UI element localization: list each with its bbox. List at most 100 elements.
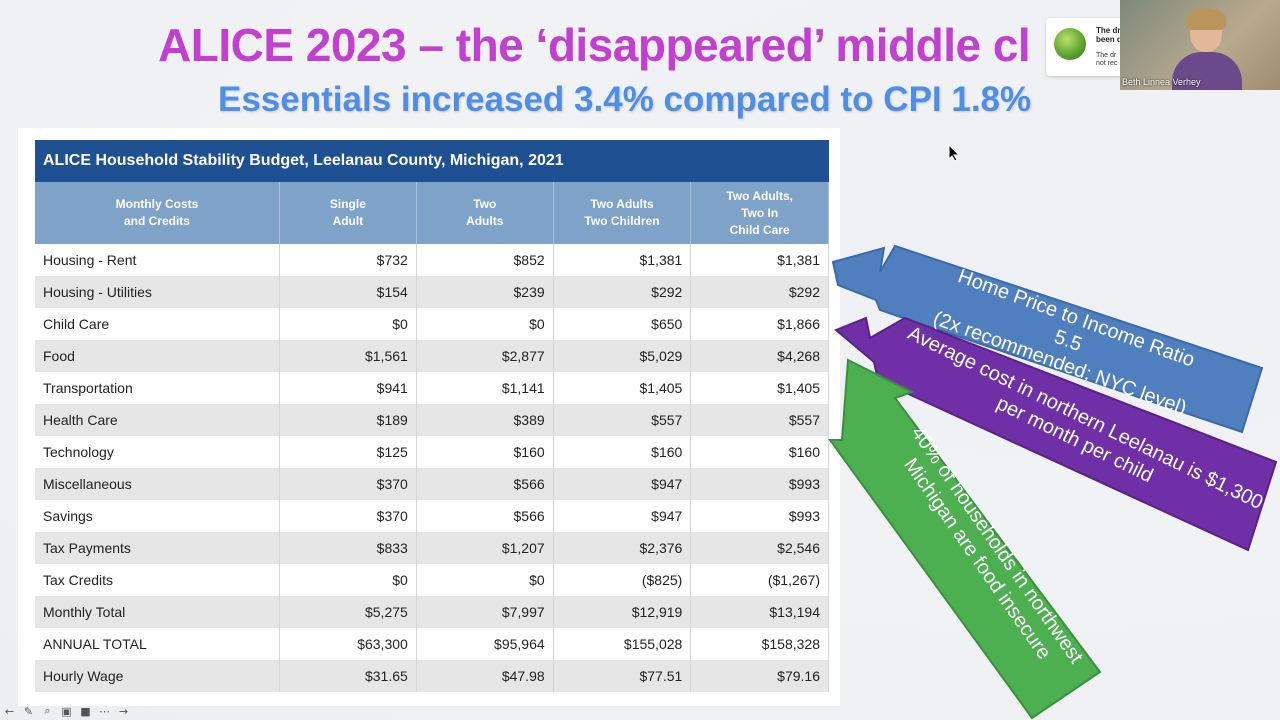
video-icon[interactable]: ■ xyxy=(80,704,91,718)
more-icon[interactable]: ⋯ xyxy=(99,704,110,718)
participant-video[interactable]: Beth Linnea Verhey xyxy=(1120,0,1280,90)
row-value: $155,028 xyxy=(553,628,692,660)
row-value: $370 xyxy=(279,468,417,500)
row-value: $370 xyxy=(279,500,417,532)
row-value: $7,997 xyxy=(416,596,554,628)
row-value: $566 xyxy=(416,500,554,532)
row-value: $13,194 xyxy=(690,596,829,628)
row-value: $1,405 xyxy=(690,372,829,404)
table-row: Child Care $0 $0 $650 $1,866 xyxy=(35,308,829,340)
row-label: Housing - Rent xyxy=(35,244,280,276)
table-row: Health Care $189 $389 $557 $557 xyxy=(35,404,829,436)
row-label: Food xyxy=(35,340,280,372)
back-icon[interactable]: ← xyxy=(4,704,15,718)
row-label: Health Care xyxy=(35,404,280,436)
row-value: $1,405 xyxy=(553,372,692,404)
header-two-adults-child-care: Two Adults, Two In Child Care xyxy=(690,182,829,244)
row-value: $31.65 xyxy=(279,660,417,692)
row-value: $12,919 xyxy=(553,596,692,628)
row-value: $1,381 xyxy=(553,244,692,276)
row-value: $0 xyxy=(279,308,417,340)
row-value: $389 xyxy=(416,404,554,436)
zoom-icon[interactable]: ⌕ xyxy=(44,704,51,717)
notification-line1: The dr been d xyxy=(1096,26,1122,44)
row-value: $1,141 xyxy=(416,372,554,404)
row-value: $993 xyxy=(690,500,829,532)
row-value: $160 xyxy=(690,436,829,468)
header-monthly-costs: Monthly Costs and Credits xyxy=(35,182,280,244)
notification-logo-icon xyxy=(1054,28,1086,60)
row-label: Transportation xyxy=(35,372,280,404)
row-value: $158,328 xyxy=(690,628,829,660)
row-value: $1,866 xyxy=(690,308,829,340)
row-value: $1,561 xyxy=(279,340,417,372)
table-row: Housing - Utilities $154 $239 $292 $292 xyxy=(35,276,829,308)
row-value: $941 xyxy=(279,372,417,404)
row-value: ($825) xyxy=(553,564,692,596)
row-value: $95,964 xyxy=(416,628,554,660)
table-row: ANNUAL TOTAL $63,300 $95,964 $155,028 $158,3… xyxy=(35,628,829,660)
row-value: $557 xyxy=(553,404,692,436)
row-value: $566 xyxy=(416,468,554,500)
row-value: $239 xyxy=(416,276,554,308)
row-value: $292 xyxy=(690,276,829,308)
table-row: Tax Credits $0 $0 ($825) ($1,267) xyxy=(35,564,829,596)
row-value: $2,546 xyxy=(690,532,829,564)
row-label: Child Care xyxy=(35,308,280,340)
row-value: $5,029 xyxy=(553,340,692,372)
row-value: $833 xyxy=(279,532,417,564)
row-value: $947 xyxy=(553,500,692,532)
table-row: Hourly Wage $31.65 $47.98 $77.51 $79.16 xyxy=(35,660,829,692)
row-value: $160 xyxy=(553,436,692,468)
row-value: $650 xyxy=(553,308,692,340)
row-value: ($1,267) xyxy=(690,564,829,596)
row-value: $292 xyxy=(553,276,692,308)
row-value: $154 xyxy=(279,276,417,308)
row-label: Savings xyxy=(35,500,280,532)
captions-icon[interactable]: ▣ xyxy=(61,704,72,718)
row-value: $993 xyxy=(690,468,829,500)
row-value: $2,376 xyxy=(553,532,692,564)
row-label: Technology xyxy=(35,436,280,468)
row-value: $63,300 xyxy=(279,628,417,660)
row-value: $1,207 xyxy=(416,532,554,564)
row-value: $947 xyxy=(553,468,692,500)
notification-popup[interactable]: The dr been d The dr not rec xyxy=(1046,18,1126,76)
row-value: $5,275 xyxy=(279,596,417,628)
header-single-adult: Single Adult xyxy=(279,182,417,244)
forward-icon[interactable]: → xyxy=(118,704,129,718)
row-value: $160 xyxy=(416,436,554,468)
row-value: $77.51 xyxy=(553,660,692,692)
row-label: Housing - Utilities xyxy=(35,276,280,308)
row-label: Monthly Total xyxy=(35,596,280,628)
row-value: $732 xyxy=(279,244,417,276)
row-value: $4,268 xyxy=(690,340,829,372)
row-value: $1,381 xyxy=(690,244,829,276)
row-value: $2,877 xyxy=(416,340,554,372)
table-row: Monthly Total $5,275 $7,997 $12,919 $13,194 xyxy=(35,596,829,628)
table-row: Transportation $941 $1,141 $1,405 $1,405 xyxy=(35,372,829,404)
table-row: Housing - Rent $732 $852 $1,381 $1,381 xyxy=(35,244,829,276)
table-row: Miscellaneous $370 $566 $947 $993 xyxy=(35,468,829,500)
row-label: Tax Payments xyxy=(35,532,280,564)
header-two-adults: Two Adults xyxy=(416,182,554,244)
row-label: Tax Credits xyxy=(35,564,280,596)
mouse-cursor-icon xyxy=(948,144,960,162)
row-value: $557 xyxy=(690,404,829,436)
row-value: $0 xyxy=(279,564,417,596)
table-row: Savings $370 $566 $947 $993 xyxy=(35,500,829,532)
pen-icon[interactable]: ✎ xyxy=(23,704,34,718)
slide-subtitle: Essentials increased 3.4% compared to CP… xyxy=(218,80,1032,119)
participant-name: Beth Linnea Verhey xyxy=(1122,77,1201,87)
table-row: Tax Payments $833 $1,207 $2,376 $2,546 xyxy=(35,532,829,564)
row-value: $189 xyxy=(279,404,417,436)
budget-table: Monthly Costs and Credits Single Adult T… xyxy=(35,182,829,692)
row-value: $47.98 xyxy=(416,660,554,692)
slide-toolbar: ← ✎ ⌕ ▣ ■ ⋯ → xyxy=(2,703,131,719)
row-value: $125 xyxy=(279,436,417,468)
row-value: $79.16 xyxy=(690,660,829,692)
participant-hair xyxy=(1186,8,1226,30)
header-two-adults-two-children: Two Adults Two Children xyxy=(553,182,692,244)
table-header-row: Monthly Costs and Credits Single Adult T… xyxy=(35,182,829,244)
participant-body xyxy=(1172,52,1242,90)
